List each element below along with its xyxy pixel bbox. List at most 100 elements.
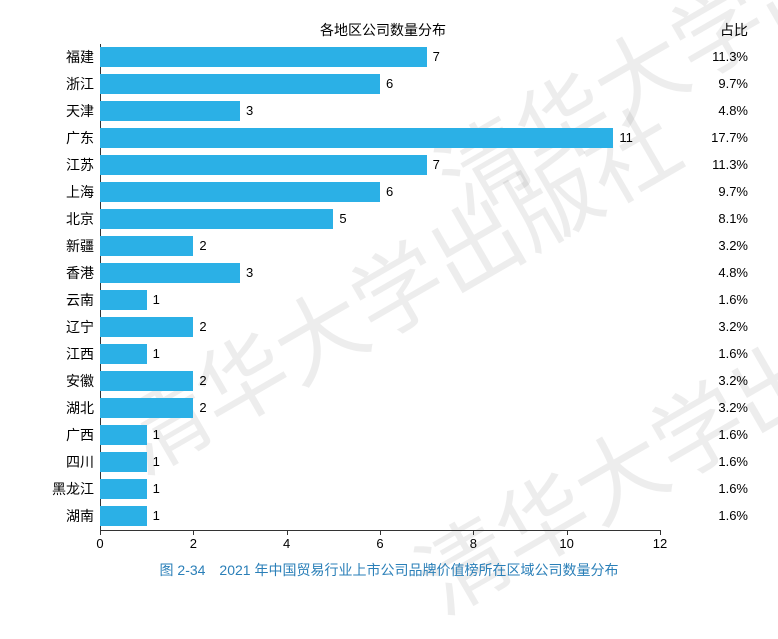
bar [100,128,613,148]
y-label: 上海 [20,182,94,202]
chart-title: 各地区公司数量分布 [320,20,446,40]
bar-row: 北京 5 8.1% [20,209,758,236]
bar-value-label: 5 [339,209,346,229]
bar [100,317,193,337]
bar [100,236,193,256]
x-tick [287,530,288,535]
bar [100,452,147,472]
bar [100,182,380,202]
bar-value-label: 1 [153,425,160,445]
bar [100,74,380,94]
bar-row: 上海 6 9.7% [20,182,758,209]
bar-value-label: 2 [199,398,206,418]
pct-label: 11.3% [712,155,748,175]
bar-row: 天津 3 4.8% [20,101,758,128]
bar-row: 四川 1 1.6% [20,452,758,479]
x-tick [100,530,101,535]
bar-row: 湖南11.6% [20,506,758,533]
pct-label: 1.6% [718,506,748,526]
pct-label: 3.2% [718,398,748,418]
pct-label: 4.8% [718,101,748,121]
bar-row: 云南 1 1.6% [20,290,758,317]
bar-row: 辽宁 2 3.2% [20,317,758,344]
y-label: 广东 [20,128,94,148]
pct-label: 1.6% [718,452,748,472]
bar-row: 新疆 2 3.2% [20,236,758,263]
x-tick-label: 2 [190,536,197,551]
bar [100,479,147,499]
x-tick [380,530,381,535]
y-label: 浙江 [20,74,94,94]
pct-label: 9.7% [718,182,748,202]
bar-row: 福建 7 11.3% [20,47,758,74]
pct-label: 4.8% [718,263,748,283]
bar-value-label: 1 [153,344,160,364]
y-label: 湖北 [20,398,94,418]
pct-label: 1.6% [718,290,748,310]
pct-label: 1.6% [718,479,748,499]
x-tick-label: 4 [283,536,290,551]
bar [100,155,427,175]
bar-value-label: 1 [153,479,160,499]
y-label: 北京 [20,209,94,229]
y-label: 天津 [20,101,94,121]
y-label: 新疆 [20,236,94,256]
pct-label: 3.2% [718,371,748,391]
bar [100,425,147,445]
bar [100,47,427,67]
pct-label: 3.2% [718,317,748,337]
x-tick-label: 10 [559,536,573,551]
bar [100,398,193,418]
bar-value-label: 1 [153,290,160,310]
bar-value-label: 3 [246,263,253,283]
bar-row: 广西11.6% [20,425,758,452]
bar-row: 黑龙江11.6% [20,479,758,506]
y-label: 福建 [20,47,94,67]
pct-label: 11.3% [712,47,748,67]
bar-value-label: 2 [199,236,206,256]
chart-caption: 图 2-34 2021 年中国贸易行业上市公司品牌价值榜所在区域公司数量分布 [20,560,758,580]
bar [100,371,193,391]
pct-label: 8.1% [718,209,748,229]
chart-pct-header: 占比 [720,20,748,40]
y-label: 香港 [20,263,94,283]
bar [100,209,333,229]
bar-row: 江苏711.3% [20,155,758,182]
bar [100,101,240,121]
bar-row: 安徽 2 3.2% [20,371,758,398]
x-tick-label: 6 [376,536,383,551]
x-tick [660,530,661,535]
x-tick [567,530,568,535]
bar [100,290,147,310]
y-label: 安徽 [20,371,94,391]
x-tick [193,530,194,535]
y-label: 辽宁 [20,317,94,337]
bar [100,344,147,364]
bar-row: 广东 11 17.7% [20,128,758,155]
x-tick-label: 8 [470,536,477,551]
chart-container: 清华大学出版社 清华大学出版社 清华大学出版社 各地区公司数量分布 占比 福建7… [20,20,758,578]
bar-value-label: 11 [619,128,633,148]
bar-row: 江西11.6% [20,344,758,371]
bar-value-label: 3 [246,101,253,121]
y-label: 江苏 [20,155,94,175]
bar [100,263,240,283]
bar-row: 香港 3 4.8% [20,263,758,290]
y-label: 湖南 [20,506,94,526]
pct-label: 3.2% [718,236,748,256]
bar-value-label: 2 [199,371,206,391]
y-label: 四川 [20,452,94,472]
bar-value-label: 2 [199,317,206,337]
bar-value-label: 1 [153,452,160,472]
bar-value-label: 6 [386,182,393,202]
bar-value-label: 7 [433,47,440,67]
bar-value-label: 6 [386,74,393,94]
x-tick-label: 12 [653,536,667,551]
pct-label: 1.6% [718,344,748,364]
x-tick [473,530,474,535]
bar-row: 浙江69.7% [20,74,758,101]
y-label: 广西 [20,425,94,445]
x-tick-label: 0 [96,536,103,551]
y-label: 云南 [20,290,94,310]
pct-label: 17.7% [711,128,748,148]
